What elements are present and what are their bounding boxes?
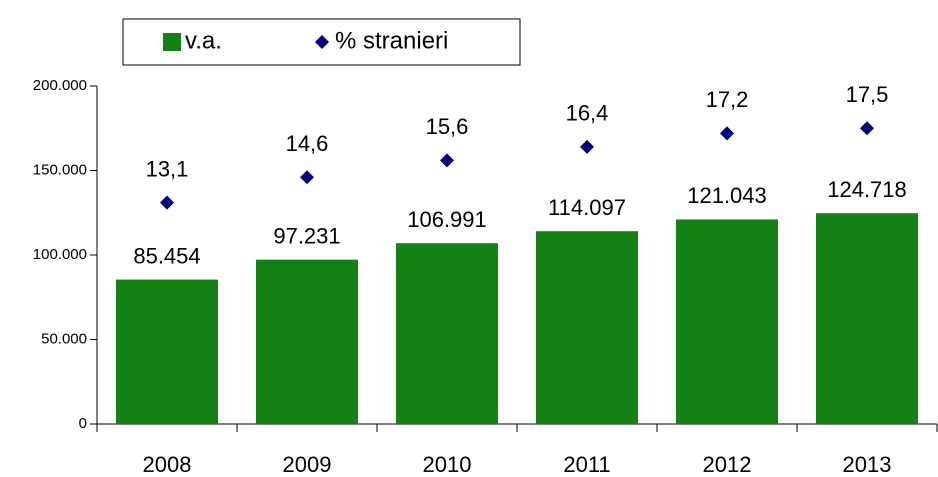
legend-label: v.a. [185,27,222,54]
data-label: 97.231 [273,223,340,248]
diamond-marker [160,195,174,210]
data-label: 85.454 [133,243,200,268]
y-tick-label: 100.000 [33,246,87,263]
y-tick-label: 50.000 [41,330,87,347]
data-label: 17,2 [706,87,749,112]
data-label: 13,1 [146,156,189,181]
data-label: 114.097 [548,195,626,220]
diamond-marker [860,121,874,136]
x-tick-label: 2012 [703,452,752,477]
data-label: 106.991 [407,207,487,232]
y-tick-label: 200.000 [33,77,87,94]
data-label: 15,6 [426,114,469,139]
x-tick-label: 2009 [283,452,332,477]
y-tick-label: 0 [79,415,87,432]
y-tick-label: 150.000 [33,161,87,178]
data-label: 124.718 [827,177,907,202]
x-tick-label: 2013 [843,452,892,477]
bar [396,243,498,424]
legend-label: % stranieri [335,27,448,54]
legend-swatch [315,35,329,49]
bar [116,279,218,424]
legend-swatch [163,33,181,51]
data-label: 14,6 [286,131,329,156]
bar [536,231,638,424]
diamond-marker [580,139,594,154]
bar [816,213,918,424]
data-label: 121.043 [687,183,767,208]
bar [676,219,778,424]
x-tick-label: 2008 [143,452,192,477]
diamond-marker [300,170,314,185]
data-label: 17,5 [846,82,889,107]
bar [256,259,358,424]
data-label: 16,4 [566,101,609,126]
x-tick-label: 2011 [563,452,610,477]
diamond-marker [440,153,454,168]
x-tick-label: 2010 [423,452,472,477]
diamond-marker [720,126,734,141]
